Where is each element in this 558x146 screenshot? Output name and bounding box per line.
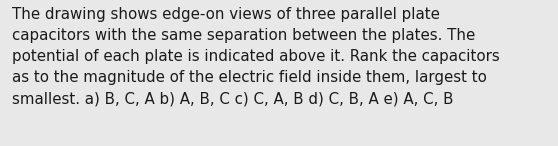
Text: The drawing shows edge-on views of three parallel plate
capacitors with the same: The drawing shows edge-on views of three… <box>12 7 500 107</box>
